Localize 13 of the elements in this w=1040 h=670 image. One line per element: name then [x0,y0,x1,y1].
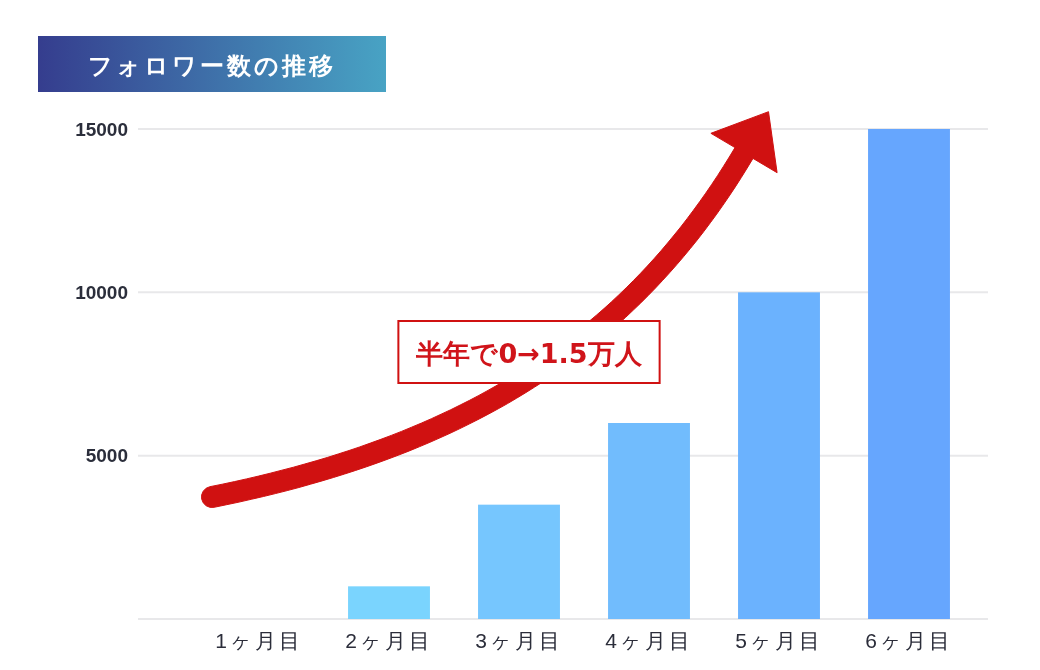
annotation: 半年で0→1.5万人 [415,337,643,369]
y-tick-label: 10000 [75,281,128,303]
annotation: 半年で0→1.5万人 [397,320,661,384]
x-tick-label: 3ヶ月目 [475,628,563,652]
title: フォロワー数の推移 [38,36,386,92]
x-tick-label: 5ヶ月目 [735,628,823,652]
chart-title: フォロワー数の推移 [88,51,336,79]
x-tick-label: 2ヶ月目 [345,628,433,652]
x-tick-label: 6ヶ月目 [865,628,953,652]
y-tick-label: 15000 [75,118,128,140]
x-tick-label: 1ヶ月目 [215,628,303,652]
x-tick-label: 4ヶ月目 [605,628,693,652]
y-tick-label: 5000 [85,445,128,467]
